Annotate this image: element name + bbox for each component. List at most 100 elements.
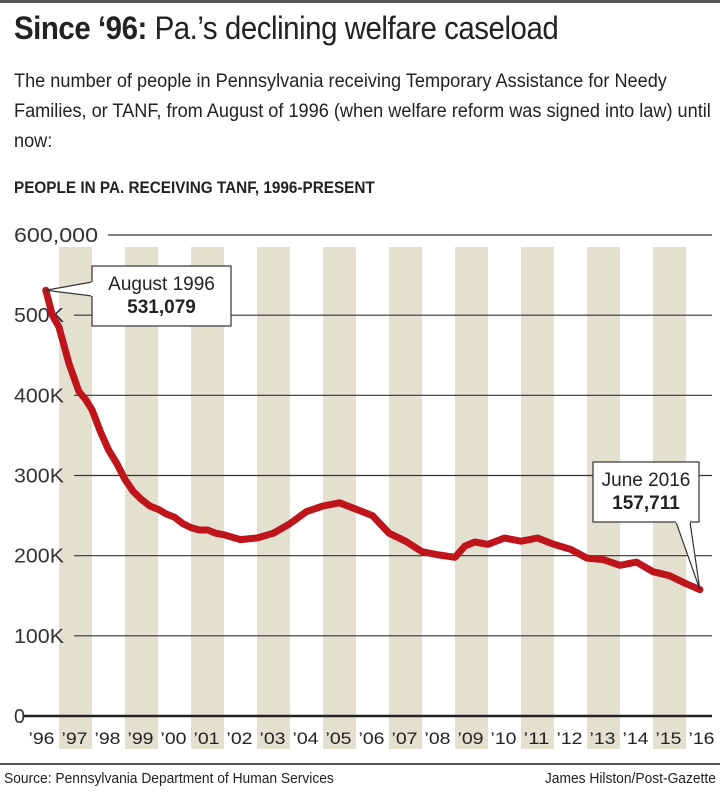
chart-title: PEOPLE IN PA. RECEIVING TANF, 1996-PRESE… bbox=[14, 178, 375, 197]
data-point bbox=[256, 537, 258, 539]
subtitle: The number of people in Pennsylvania rec… bbox=[14, 70, 711, 152]
data-point bbox=[58, 326, 60, 328]
year-band bbox=[455, 247, 488, 749]
data-point bbox=[240, 539, 241, 541]
data-point bbox=[372, 515, 373, 517]
data-point bbox=[438, 554, 439, 556]
source-note: Source: Pennsylvania Department of Human… bbox=[4, 770, 334, 787]
august-1996-callout-label: August 1996 bbox=[108, 274, 215, 295]
x-tick-label: ’05 bbox=[326, 729, 352, 748]
x-tick-label: ’07 bbox=[392, 729, 418, 748]
data-point bbox=[223, 534, 225, 536]
data-point bbox=[84, 398, 86, 400]
year-band bbox=[389, 247, 422, 749]
data-point bbox=[306, 511, 307, 513]
year-band bbox=[521, 247, 554, 749]
data-point bbox=[132, 491, 134, 493]
data-point bbox=[454, 556, 456, 558]
june-2016-callout-value: 157,711 bbox=[612, 493, 680, 514]
data-point bbox=[157, 508, 159, 510]
data-point bbox=[289, 523, 291, 525]
x-tick-label: ’04 bbox=[293, 729, 319, 748]
title-bold: Since ‘96: bbox=[14, 10, 147, 46]
x-tick-label: ’98 bbox=[95, 729, 121, 748]
data-point bbox=[652, 571, 654, 573]
page-title: Since ‘96: Pa.’s declining welfare casel… bbox=[14, 10, 559, 47]
data-point bbox=[141, 499, 142, 501]
x-tick-label: ’12 bbox=[557, 729, 583, 748]
data-point bbox=[124, 479, 126, 481]
data-point bbox=[174, 516, 175, 518]
data-point bbox=[215, 532, 217, 534]
august-1996-callout-box bbox=[91, 265, 232, 327]
year-band bbox=[257, 247, 290, 749]
title-rest: Pa.’s declining welfare caseload bbox=[146, 10, 559, 46]
data-point bbox=[99, 430, 101, 432]
data-point bbox=[464, 545, 466, 547]
credit-note: James Hilston/Post-Gazette bbox=[544, 770, 716, 787]
data-point bbox=[586, 557, 588, 559]
june-2016-callout-box bbox=[592, 461, 700, 523]
y-tick-label: 600,000 bbox=[14, 225, 98, 247]
x-tick-label: ’00 bbox=[161, 729, 187, 748]
x-tick-label: ’16 bbox=[689, 729, 715, 748]
x-tick-label: ’08 bbox=[425, 729, 451, 748]
data-point bbox=[520, 540, 522, 542]
footer-rule bbox=[0, 763, 720, 765]
year-band bbox=[191, 247, 224, 749]
x-tick-label: ’11 bbox=[524, 729, 550, 748]
data-point bbox=[182, 523, 184, 525]
y-tick-label: 400K bbox=[14, 385, 65, 407]
y-tick-label: 200K bbox=[14, 546, 65, 568]
top-rule bbox=[0, 0, 720, 3]
x-tick-label: ’03 bbox=[260, 729, 286, 748]
data-point bbox=[190, 527, 192, 529]
june-2016-callout-label: June 2016 bbox=[602, 470, 691, 491]
data-point bbox=[685, 583, 687, 585]
data-point bbox=[405, 540, 406, 542]
data-point bbox=[273, 532, 274, 534]
data-point bbox=[322, 505, 324, 507]
data-point bbox=[570, 548, 571, 550]
x-tick-label: ’99 bbox=[128, 729, 154, 748]
x-tick-label: ’15 bbox=[656, 729, 682, 748]
data-point bbox=[487, 543, 489, 545]
x-tick-label: ’01 bbox=[194, 729, 220, 748]
y-tick-label: 100K bbox=[14, 626, 65, 648]
data-point bbox=[116, 462, 118, 464]
x-tick-label: ’10 bbox=[491, 729, 517, 748]
data-point bbox=[421, 551, 423, 553]
y-tick-label: 0 bbox=[14, 706, 25, 728]
data-point bbox=[636, 561, 637, 563]
x-tick-label: ’97 bbox=[62, 729, 88, 748]
data-point bbox=[51, 314, 53, 316]
data-point bbox=[474, 541, 476, 543]
data-point bbox=[198, 529, 200, 531]
data-point bbox=[537, 537, 538, 539]
data-point bbox=[149, 505, 151, 507]
data-point bbox=[504, 537, 505, 539]
data-point bbox=[207, 529, 208, 531]
x-tick-label: ’09 bbox=[458, 729, 484, 748]
august-1996-callout-value: 531,079 bbox=[127, 297, 196, 318]
data-point bbox=[78, 390, 80, 392]
x-tick-label: ’02 bbox=[227, 729, 253, 748]
data-point bbox=[619, 564, 621, 566]
x-tick-label: ’13 bbox=[590, 729, 616, 748]
data-point bbox=[553, 543, 555, 545]
data-point bbox=[91, 409, 93, 411]
x-tick-label: ’14 bbox=[623, 729, 649, 748]
data-point bbox=[603, 559, 604, 561]
x-tick-label: ’06 bbox=[359, 729, 385, 748]
x-tick-label: ’96 bbox=[29, 729, 55, 748]
data-point bbox=[388, 532, 390, 534]
y-tick-label: 300K bbox=[14, 466, 65, 488]
year-band bbox=[59, 247, 92, 749]
year-band bbox=[323, 247, 356, 749]
data-point bbox=[355, 508, 357, 510]
data-point bbox=[669, 575, 670, 577]
data-point bbox=[68, 362, 70, 364]
data-point bbox=[339, 502, 340, 504]
data-point bbox=[165, 513, 167, 515]
